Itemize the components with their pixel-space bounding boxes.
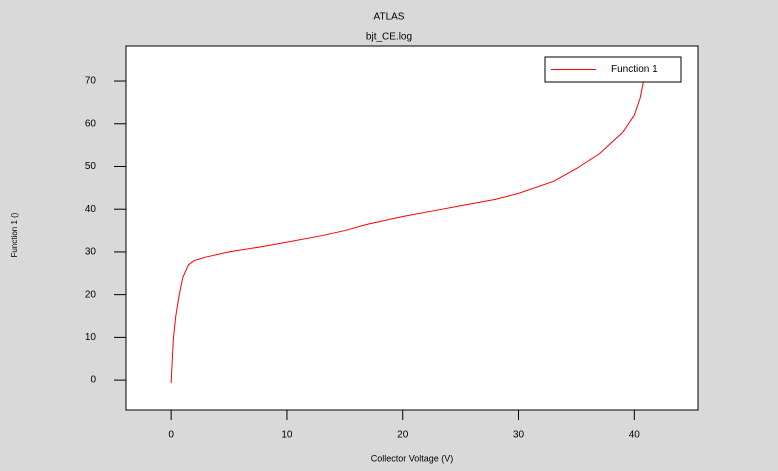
legend-label: Function 1 xyxy=(611,64,658,75)
y-tick-label: 40 xyxy=(85,204,97,215)
y-tick-label: 50 xyxy=(85,161,97,172)
plot-area xyxy=(125,45,699,411)
x-tick-label: 0 xyxy=(168,430,174,441)
y-tick-label: 10 xyxy=(85,332,97,343)
y-tick-label: 30 xyxy=(85,247,97,258)
data-line xyxy=(170,68,647,384)
x-axis-label: Collector Voltage (V) xyxy=(371,453,454,463)
chart-title: ATLAS xyxy=(374,12,405,23)
y-tick-label: 70 xyxy=(85,76,97,87)
chart-subtitle: bjt_CE.log xyxy=(366,32,412,43)
x-tick-label: 20 xyxy=(397,430,409,441)
y-axis-label: Function 1 () xyxy=(10,212,19,257)
y-tick-label: 20 xyxy=(85,289,97,300)
y-tick-label: 0 xyxy=(90,375,96,386)
y-tick-label: 60 xyxy=(85,118,97,129)
x-tick-label: 30 xyxy=(513,430,525,441)
x-tick-label: 10 xyxy=(281,430,293,441)
x-tick-label: 40 xyxy=(629,430,641,441)
